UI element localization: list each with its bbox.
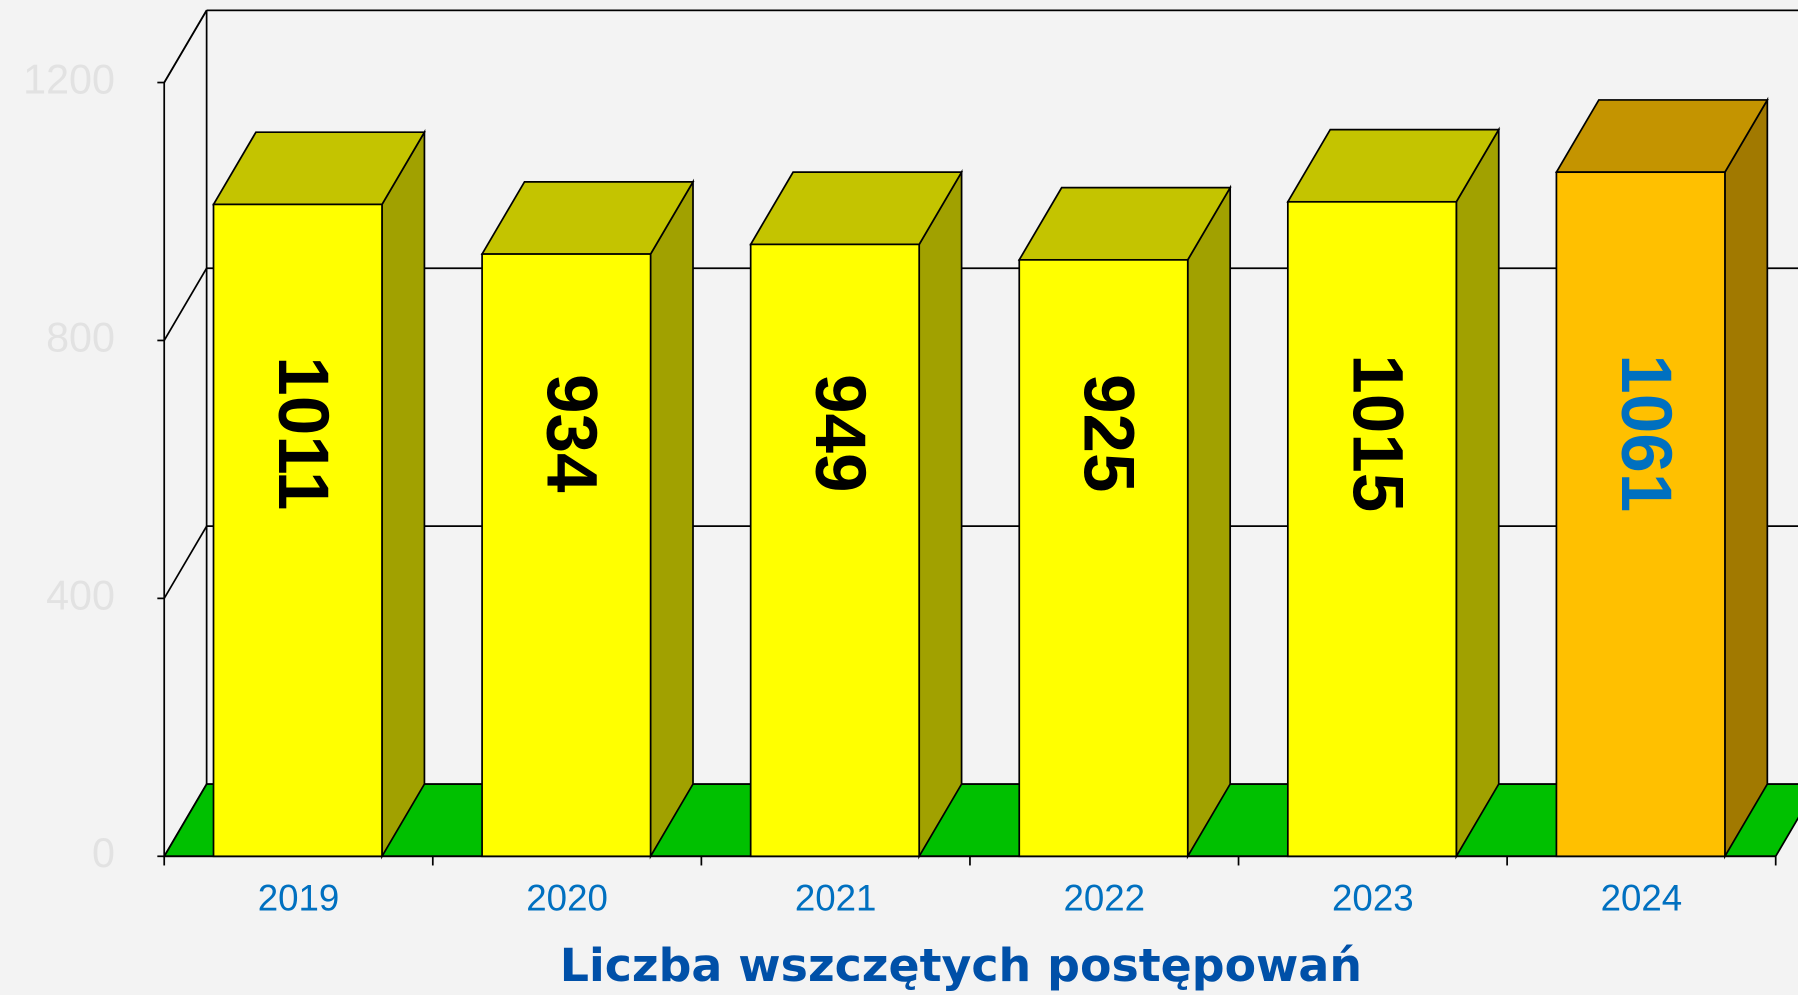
value-label: 1015 <box>1337 354 1416 512</box>
y-tick-label: 0 <box>92 830 115 876</box>
x-tick-label: 2022 <box>1063 878 1145 919</box>
x-tick-label: 2021 <box>795 878 877 919</box>
bar-group: 1061 <box>1556 100 1767 856</box>
y-tick-label: 800 <box>46 314 115 360</box>
value-label: 1061 <box>1606 354 1685 512</box>
bar <box>751 244 920 856</box>
value-label: 1011 <box>263 356 342 510</box>
value-label: 925 <box>1069 374 1148 493</box>
bar <box>1556 172 1725 856</box>
bar-side <box>382 132 424 856</box>
bar <box>482 254 651 856</box>
bar-side <box>919 172 961 856</box>
bar <box>214 204 383 856</box>
x-tick-label: 2024 <box>1601 878 1683 919</box>
bar-side <box>1456 130 1498 857</box>
bar-side <box>651 182 693 856</box>
value-label: 934 <box>532 374 611 493</box>
bar-group: 1011 <box>214 132 425 856</box>
bar-group: 925 <box>1019 188 1230 857</box>
x-tick-label: 2023 <box>1332 878 1414 919</box>
y-tick-label: 1200 <box>23 56 115 102</box>
x-tick-label: 2020 <box>526 878 608 919</box>
chart: Liczba wszczętych postępowań 0 400 800 1200… <box>0 0 1798 995</box>
y-tick-label: 400 <box>46 572 115 618</box>
bar <box>1288 202 1457 856</box>
bar-group: 1015 <box>1288 130 1499 857</box>
x-tick-label: 2019 <box>258 878 340 919</box>
bar-group: 934 <box>482 182 693 856</box>
bar-side <box>1725 100 1767 856</box>
bar-group: 949 <box>751 172 962 856</box>
x-axis-title: Liczba wszczętych postępowań <box>560 938 1362 992</box>
bar <box>1019 260 1188 856</box>
page: {"chart_data": {"type": "bar", "x_label"… <box>0 0 1798 995</box>
bar-side <box>1188 188 1230 857</box>
value-label: 949 <box>800 374 879 493</box>
